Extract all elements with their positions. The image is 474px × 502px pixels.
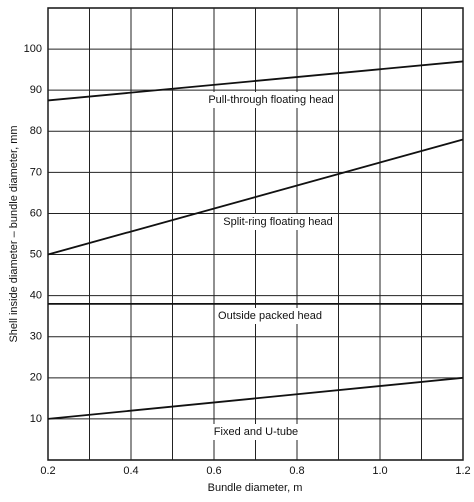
y-tick-label: 70 — [30, 166, 42, 178]
x-tick-label: 1.2 — [455, 465, 470, 477]
series-line — [47, 138, 464, 256]
series-label: Outside packed head — [218, 310, 322, 322]
series-line — [47, 60, 464, 102]
series-label-bg — [210, 424, 302, 440]
series-label-bg — [205, 92, 337, 108]
y-tick-label: 100 — [24, 43, 42, 55]
series-label: Pull-through floating head — [208, 94, 333, 106]
y-tick-label: 30 — [30, 331, 42, 343]
series-label: Fixed and U-tube — [214, 426, 298, 438]
series-line — [47, 376, 464, 420]
x-axis-label: Bundle diameter, m — [208, 482, 303, 494]
y-tick-label: 60 — [30, 207, 42, 219]
y-tick-label: 50 — [30, 248, 42, 260]
series-label-bg — [220, 214, 336, 230]
x-tick-label: 0.6 — [206, 465, 221, 477]
x-tick-label: 0.4 — [123, 465, 138, 477]
series-label: Split-ring floating head — [223, 216, 332, 228]
y-tick-label: 90 — [30, 84, 42, 96]
y-tick-label: 80 — [30, 125, 42, 137]
x-tick-label: 0.2 — [40, 465, 55, 477]
x-tick-label: 0.8 — [289, 465, 304, 477]
y-axis-label: Shell inside diameter – bundle diameter,… — [8, 125, 20, 342]
y-tick-label: 10 — [30, 413, 42, 425]
y-tick-label: 20 — [30, 372, 42, 384]
x-tick-label: 1.0 — [372, 465, 387, 477]
series-label-bg — [215, 308, 325, 324]
y-tick-label: 40 — [30, 290, 42, 302]
